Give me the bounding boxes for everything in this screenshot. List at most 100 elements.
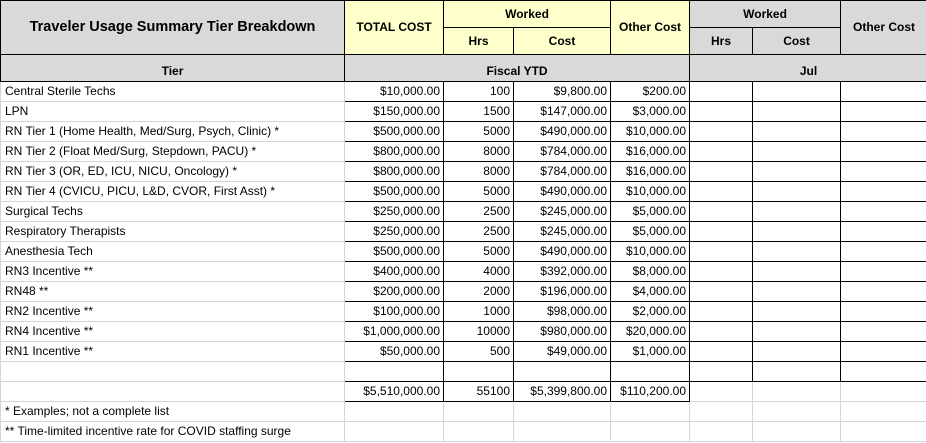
- ytd-other-cost-cell[interactable]: $8,000.00: [610, 261, 691, 282]
- empty-cell[interactable]: [512, 401, 612, 422]
- blank-cell[interactable]: [0, 361, 345, 382]
- ytd-other-cost-cell[interactable]: $10,000.00: [610, 241, 691, 262]
- total-cost-cell[interactable]: $250,000.00: [344, 221, 444, 242]
- jul-other-cost-cell[interactable]: [840, 81, 926, 102]
- ytd-other-cost-cell[interactable]: $20,000.00: [610, 321, 691, 342]
- sheet-title[interactable]: Traveler Usage Summary Tier Breakdown: [0, 0, 345, 55]
- blank-cell[interactable]: [752, 361, 842, 382]
- jul-hrs-cell[interactable]: [689, 221, 754, 242]
- empty-cell[interactable]: [689, 401, 754, 422]
- total-cost-cell[interactable]: $10,000.00: [344, 81, 444, 102]
- ytd-hrs-cell[interactable]: 10000: [443, 321, 514, 342]
- empty-cell[interactable]: [840, 421, 926, 442]
- total-cost-header[interactable]: TOTAL COST: [344, 0, 444, 55]
- ytd-hrs-cell[interactable]: 100: [443, 81, 514, 102]
- ytd-cost-header[interactable]: Cost: [512, 27, 612, 55]
- tier-cell[interactable]: Respiratory Therapists: [0, 221, 345, 242]
- jul-other-cost-cell[interactable]: [840, 321, 926, 342]
- ytd-cost-cell[interactable]: $490,000.00: [512, 241, 612, 262]
- total-cost-cell[interactable]: $500,000.00: [344, 181, 444, 202]
- tier-cell[interactable]: LPN: [0, 101, 345, 122]
- ytd-other-cost-cell[interactable]: $3,000.00: [610, 101, 691, 122]
- ytd-hrs-cell[interactable]: 2000: [443, 281, 514, 302]
- jul-other-cost-cell[interactable]: [840, 221, 926, 242]
- tier-cell[interactable]: RN Tier 3 (OR, ED, ICU, NICU, Oncology) …: [0, 161, 345, 182]
- jul-hrs-cell[interactable]: [689, 181, 754, 202]
- tier-cell[interactable]: RN48 **: [0, 281, 345, 302]
- empty-cell[interactable]: [344, 421, 444, 442]
- blank-cell[interactable]: [610, 361, 691, 382]
- jul-header[interactable]: Jul: [689, 54, 926, 82]
- jul-cost-cell[interactable]: [752, 161, 842, 182]
- jul-cost-cell[interactable]: [752, 301, 842, 322]
- tier-cell[interactable]: RN Tier 2 (Float Med/Surg, Stepdown, PAC…: [0, 141, 345, 162]
- jul-other-cost-cell[interactable]: [840, 141, 926, 162]
- total-other-cost-cell[interactable]: $110,200.00: [610, 381, 691, 402]
- jul-cost-cell[interactable]: [752, 101, 842, 122]
- jul-hrs-cell[interactable]: [689, 121, 754, 142]
- jul-other-cost-cell[interactable]: [840, 281, 926, 302]
- ytd-worked-header[interactable]: Worked: [442, 0, 612, 28]
- jul-cost-cell[interactable]: [752, 281, 842, 302]
- jul-other-cost-cell[interactable]: [840, 241, 926, 262]
- tier-cell[interactable]: RN1 Incentive **: [0, 341, 345, 362]
- jul-other-cost-cell[interactable]: [840, 261, 926, 282]
- tier-cell[interactable]: RN4 Incentive **: [0, 321, 345, 342]
- total-cost-cell[interactable]: $500,000.00: [344, 121, 444, 142]
- total-cost-cell[interactable]: $50,000.00: [344, 341, 444, 362]
- jul-hrs-cell[interactable]: [689, 141, 754, 162]
- ytd-other-cost-cell[interactable]: $200.00: [610, 81, 691, 102]
- tier-cell[interactable]: RN Tier 4 (CVICU, PICU, L&D, CVOR, First…: [0, 181, 345, 202]
- ytd-other-cost-cell[interactable]: $4,000.00: [610, 281, 691, 302]
- ytd-other-cost-cell[interactable]: $1,000.00: [610, 341, 691, 362]
- jul-cost-cell[interactable]: [752, 321, 842, 342]
- ytd-other-cost-cell[interactable]: $10,000.00: [610, 181, 691, 202]
- empty-cell[interactable]: [610, 421, 691, 442]
- empty-cell[interactable]: [443, 421, 514, 442]
- tier-cell[interactable]: Anesthesia Tech: [0, 241, 345, 262]
- ytd-hrs-cell[interactable]: 4000: [443, 261, 514, 282]
- jul-hrs-cell[interactable]: [689, 201, 754, 222]
- ytd-cost-cell[interactable]: $490,000.00: [512, 121, 612, 142]
- jul-cost-cell[interactable]: [752, 221, 842, 242]
- tier-cell[interactable]: RN3 Incentive **: [0, 261, 345, 282]
- jul-hrs-header[interactable]: Hrs: [689, 27, 754, 55]
- ytd-hrs-cell[interactable]: 1000: [443, 301, 514, 322]
- jul-hrs-cell[interactable]: [689, 341, 754, 362]
- ytd-hrs-cell[interactable]: 5000: [443, 121, 514, 142]
- jul-other-cost-cell[interactable]: [840, 181, 926, 202]
- jul-hrs-cell[interactable]: [689, 301, 754, 322]
- empty-cell[interactable]: [610, 401, 691, 422]
- empty-cell[interactable]: [752, 421, 842, 442]
- jul-cost-cell[interactable]: [752, 241, 842, 262]
- tier-cell[interactable]: RN Tier 1 (Home Health, Med/Surg, Psych,…: [0, 121, 345, 142]
- tier-cell[interactable]: Surgical Techs: [0, 201, 345, 222]
- ytd-cost-cell[interactable]: $392,000.00: [512, 261, 612, 282]
- jul-cost-cell[interactable]: [752, 341, 842, 362]
- jul-hrs-cell[interactable]: [689, 321, 754, 342]
- total-cost-cell[interactable]: $1,000,000.00: [344, 321, 444, 342]
- empty-cell[interactable]: [689, 421, 754, 442]
- jul-other-cost-cell[interactable]: [840, 101, 926, 122]
- total-cost-cell[interactable]: $100,000.00: [344, 301, 444, 322]
- empty-cell[interactable]: [443, 401, 514, 422]
- ytd-cost-cell[interactable]: $245,000.00: [512, 221, 612, 242]
- ytd-other-cost-cell[interactable]: $10,000.00: [610, 121, 691, 142]
- ytd-cost-cell[interactable]: $49,000.00: [512, 341, 612, 362]
- ytd-cost-cell[interactable]: $490,000.00: [512, 181, 612, 202]
- jul-worked-header[interactable]: Worked: [689, 0, 842, 28]
- footnote-cell[interactable]: ** Time-limited incentive rate for COVID…: [0, 421, 345, 442]
- ytd-cost-cell[interactable]: $784,000.00: [512, 161, 612, 182]
- ytd-hrs-cell[interactable]: 5000: [443, 241, 514, 262]
- total-hrs-cell[interactable]: 55100: [443, 381, 514, 402]
- ytd-hrs-cell[interactable]: 500: [443, 341, 514, 362]
- footnote-cell[interactable]: * Examples; not a complete list: [0, 401, 345, 422]
- tier-cell[interactable]: Central Sterile Techs: [0, 81, 345, 102]
- jul-hrs-cell[interactable]: [689, 261, 754, 282]
- empty-cell[interactable]: [752, 381, 842, 402]
- jul-other-cost-cell[interactable]: [840, 161, 926, 182]
- ytd-hrs-cell[interactable]: 1500: [443, 101, 514, 122]
- total-cost-cell[interactable]: $250,000.00: [344, 201, 444, 222]
- jul-cost-cell[interactable]: [752, 261, 842, 282]
- total-cost-cell[interactable]: $400,000.00: [344, 261, 444, 282]
